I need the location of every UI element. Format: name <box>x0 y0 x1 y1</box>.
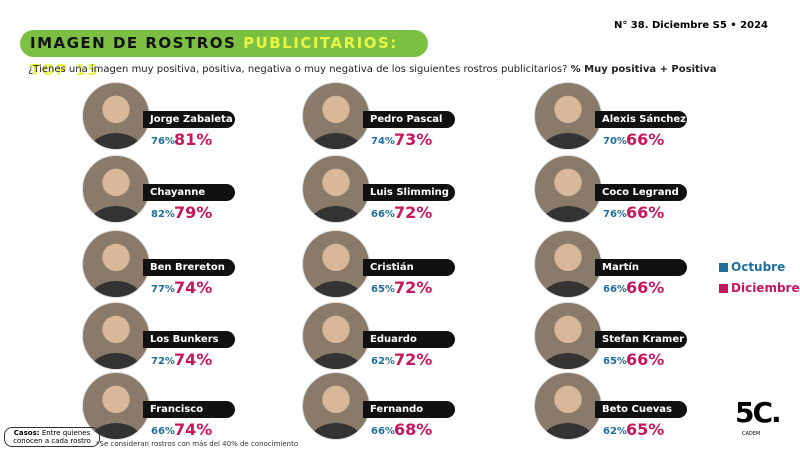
december-value: 74% <box>174 420 213 439</box>
october-value: 66% <box>371 209 395 220</box>
december-value: 79% <box>174 203 213 222</box>
october-value: 65% <box>371 284 395 295</box>
october-value: 72% <box>151 356 175 367</box>
october-value: 66% <box>371 426 395 437</box>
portrait <box>82 155 150 223</box>
december-value: 81% <box>174 130 213 149</box>
name-pill: Beto Cuevas <box>595 401 687 418</box>
portrait <box>82 302 150 370</box>
name-pill: Jorge Zabaleta <box>143 111 235 128</box>
december-value: 74% <box>174 278 213 297</box>
title-banner: IMAGEN DE ROSTROS PUBLICITARIOS: TOP 15 <box>20 30 428 79</box>
portrait <box>302 302 370 370</box>
title: PUBLICITARIOS: TOP 15 <box>30 34 398 79</box>
december-value: 66% <box>626 130 665 149</box>
october-value: 62% <box>603 426 627 437</box>
october-value: 82% <box>151 209 175 220</box>
name-pill: Francisco Saavedra <box>143 401 235 432</box>
portrait <box>82 82 150 150</box>
name-pill: Coco Legrand <box>595 184 687 201</box>
logo: 5C. <box>735 396 782 429</box>
october-value: 65% <box>603 356 627 367</box>
name-pill: Eduardo Fuentes <box>363 331 455 362</box>
title: IMAGEN DE ROSTROS <box>30 34 237 52</box>
portrait <box>534 230 602 298</box>
december-value: 72% <box>394 203 433 222</box>
question-text: ¿Tienes una imagen muy positiva, positiv… <box>28 64 568 75</box>
portrait <box>534 82 602 150</box>
name-pill: Chayanne <box>143 184 235 201</box>
name-pill: Stefan Kramer <box>595 331 687 348</box>
name-pill: Alexis Sánchez <box>595 111 687 128</box>
december-value: 74% <box>174 350 213 369</box>
name-pill: Ben Brereton <box>143 259 235 276</box>
brand: CADEM <box>742 431 761 437</box>
portrait <box>82 230 150 298</box>
name-pill: Pedro Pascal <box>363 111 455 128</box>
legend-label: Diciembre <box>731 281 800 295</box>
december-value: 66% <box>626 278 665 297</box>
portrait <box>534 372 602 440</box>
cases: Entre quienes conocen a cada rostro <box>13 429 91 445</box>
portrait <box>302 372 370 440</box>
portrait <box>534 155 602 223</box>
question: ¿Tienes una imagen muy positiva, positiv… <box>28 64 717 75</box>
october-value: 77% <box>151 284 175 295</box>
issue: N° 38. Diciembre S5 • 2024 <box>613 20 768 31</box>
october-value: 74% <box>371 136 395 147</box>
name-pill: Luis Slimming <box>363 184 455 201</box>
legend-swatch <box>719 284 728 293</box>
december-value: 66% <box>626 203 665 222</box>
december-value: 73% <box>394 130 433 149</box>
cases-label: Casos: <box>13 429 40 437</box>
cases-box: Casos: Entre quienes conocen a cada rost… <box>4 427 100 447</box>
portrait <box>534 302 602 370</box>
october-value: 76% <box>603 209 627 220</box>
december-value: 66% <box>626 350 665 369</box>
october-value: 70% <box>603 136 627 147</box>
december-value: 65% <box>626 420 665 439</box>
october-value: 62% <box>371 356 395 367</box>
name-pill: Martín Cárcamo <box>595 259 687 290</box>
october-value: 66% <box>151 426 175 437</box>
december-value: 72% <box>394 278 433 297</box>
portrait <box>302 82 370 150</box>
note: *Se consideran rostros con más del 40% d… <box>96 440 299 448</box>
december-value: 72% <box>394 350 433 369</box>
portrait <box>302 230 370 298</box>
legend-swatch <box>719 263 728 272</box>
legend-label: Octubre <box>731 260 786 274</box>
portrait <box>302 155 370 223</box>
october-value: 76% <box>151 136 175 147</box>
name-pill: Fernando Godoy <box>363 401 455 432</box>
october-value: 66% <box>603 284 627 295</box>
measure: % Muy positiva + Positiva <box>570 64 717 75</box>
december-value: 68% <box>394 420 433 439</box>
name-pill: Cristián <box>363 259 455 276</box>
name-pill: Los Bunkers <box>143 331 235 348</box>
